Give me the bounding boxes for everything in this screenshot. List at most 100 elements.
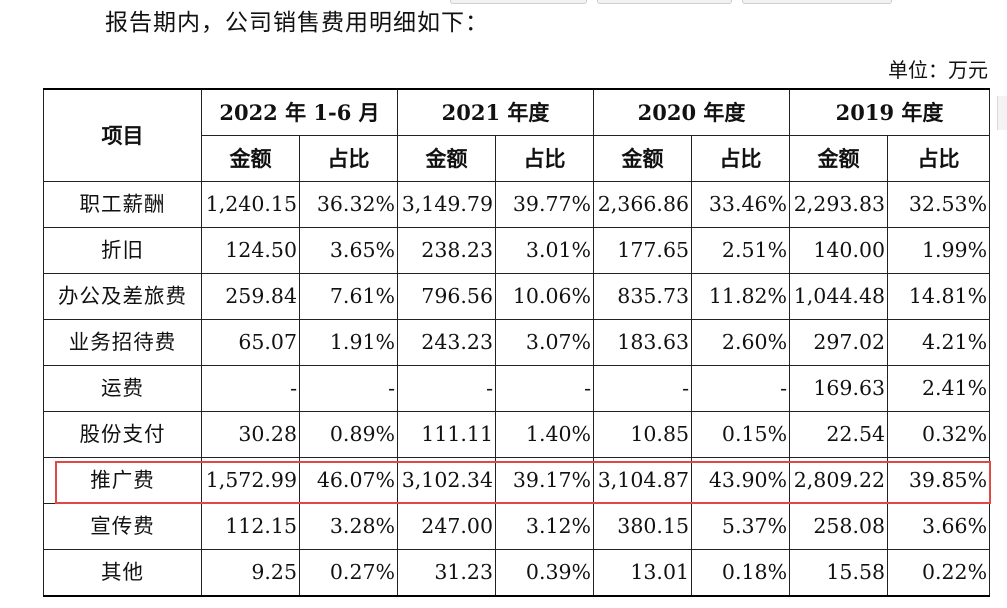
ratio-cell: 3.12% [495, 503, 595, 550]
ratio-cell: 39.85% [887, 457, 991, 504]
ratio-cell: 10.06% [495, 273, 595, 320]
amount-cell: 297.02 [789, 319, 889, 366]
row-label: 业务招待费 [43, 319, 202, 366]
header-row-periods: 项目 2022 年 1-6 月 2021 年度 2020 年度 2019 年度 [43, 88, 991, 182]
amount-cell: 13.01 [593, 549, 693, 597]
ratio-cell: 14.81% [887, 273, 991, 320]
row-label: 职工薪酬 [43, 181, 202, 228]
ratio-cell: 46.07% [298, 457, 399, 504]
amount-cell: 31.23 [397, 549, 497, 597]
amount-cell: 380.15 [593, 503, 693, 550]
ratio-cell: 4.21% [887, 319, 991, 366]
ratio-cell: 1.40% [495, 411, 595, 458]
amount-cell: 3,149.79 [397, 181, 497, 228]
header-amount: 金额 [789, 135, 889, 182]
amount-cell: 140.00 [789, 227, 889, 274]
header-item: 项目 [43, 88, 202, 182]
amount-cell: 30.28 [201, 411, 300, 458]
amount-cell: 2,366.86 [593, 181, 693, 228]
header-ratio: 占比 [298, 135, 399, 182]
amount-cell: 835.73 [593, 273, 693, 320]
amount-cell: 258.08 [789, 503, 889, 550]
ratio-cell: 0.39% [495, 549, 595, 597]
amount-cell: 177.65 [593, 227, 693, 274]
table-row: 职工薪酬 1,240.15 36.32% 3,149.79 39.77% 2,366.86… [43, 181, 991, 228]
amount-cell: 65.07 [201, 319, 300, 366]
table-row: 业务招待费 65.07 1.91% 243.23 3.07% 183.63 2.60% 297… [43, 319, 991, 366]
row-label: 运费 [43, 365, 202, 412]
amount-cell: 15.58 [789, 549, 889, 597]
table-row: 其他 9.25 0.27% 31.23 0.39% 13.01 0.18% 15.58 0.22… [43, 549, 991, 597]
header-amount: 金额 [593, 135, 693, 182]
amount-cell: 10.85 [593, 411, 693, 458]
amount-cell: 183.63 [593, 319, 693, 366]
amount-cell: 796.56 [397, 273, 497, 320]
amount-cell: 247.00 [397, 503, 497, 550]
ratio-cell: 2.41% [887, 365, 991, 412]
ratio-cell: 0.22% [887, 549, 991, 597]
amount-cell: 1,572.99 [201, 457, 300, 504]
amount-cell: 124.50 [201, 227, 300, 274]
row-label: 折旧 [43, 227, 202, 274]
table-row: 宣传费 112.15 3.28% 247.00 3.12% 380.15 5.37% 258.… [43, 503, 991, 550]
ratio-cell: 3.01% [495, 227, 595, 274]
ratio-cell: 39.77% [495, 181, 595, 228]
amount-cell: 112.15 [201, 503, 300, 550]
amount-cell: 22.54 [789, 411, 889, 458]
header-period: 2021 年度 [397, 88, 595, 136]
ratio-cell: 32.53% [887, 181, 991, 228]
amount-cell: - [201, 365, 300, 412]
table-row: 办公及差旅费 259.84 7.61% 796.56 10.06% 835.73 11.82… [43, 273, 991, 320]
amount-cell: 9.25 [201, 549, 300, 597]
ratio-cell: 3.66% [887, 503, 991, 550]
table-row: 折旧 124.50 3.65% 238.23 3.01% 177.65 2.51% 140.0… [43, 227, 991, 274]
amount-cell: - [593, 365, 693, 412]
ratio-cell: 36.32% [298, 181, 399, 228]
toolbar-button-right [742, 0, 892, 4]
ratio-cell: 3.28% [298, 503, 399, 550]
ratio-cell: 7.61% [298, 273, 399, 320]
header-amount: 金额 [201, 135, 300, 182]
ratio-cell: 11.82% [691, 273, 791, 320]
ratio-cell: 1.91% [298, 319, 399, 366]
ratio-cell: 43.90% [691, 457, 791, 504]
header-ratio: 占比 [887, 135, 991, 182]
amount-cell: 259.84 [201, 273, 300, 320]
side-panel-edge [997, 96, 1007, 130]
ratio-cell: 0.89% [298, 411, 399, 458]
ratio-cell: 39.17% [495, 457, 595, 504]
ratio-cell: 0.27% [298, 549, 399, 597]
unit-label: 单位：万元 [888, 58, 988, 82]
ratio-cell: 3.07% [495, 319, 595, 366]
amount-cell: 238.23 [397, 227, 497, 274]
amount-cell: 3,102.34 [397, 457, 497, 504]
table-row: 股份支付 30.28 0.89% 111.11 1.40% 10.85 0.15% 22.54… [43, 411, 991, 458]
ratio-cell: 3.65% [298, 227, 399, 274]
header-ratio: 占比 [495, 135, 595, 182]
row-label: 宣传费 [43, 503, 202, 550]
ratio-cell: 2.60% [691, 319, 791, 366]
sales-expense-table: 项目 2022 年 1-6 月 2021 年度 2020 年度 2019 年度 … [43, 88, 991, 597]
amount-cell: 3,104.87 [593, 457, 693, 504]
header-period: 2020 年度 [593, 88, 791, 136]
row-label: 其他 [43, 549, 202, 597]
amount-cell: 2,809.22 [789, 457, 889, 504]
ratio-cell: 1.99% [887, 227, 991, 274]
ratio-cell: 33.46% [691, 181, 791, 228]
amount-cell: - [397, 365, 497, 412]
row-label: 推广费 [43, 457, 202, 504]
ratio-cell: 2.51% [691, 227, 791, 274]
amount-cell: 1,044.48 [789, 273, 889, 320]
toolbar-button-middle [597, 0, 732, 4]
ratio-cell: - [495, 365, 595, 412]
amount-cell: 111.11 [397, 411, 497, 458]
ratio-cell: 0.32% [887, 411, 991, 458]
header-ratio: 占比 [691, 135, 791, 182]
amount-cell: 243.23 [397, 319, 497, 366]
ratio-cell: 5.37% [691, 503, 791, 550]
header-period: 2022 年 1-6 月 [200, 88, 399, 136]
row-label: 办公及差旅费 [43, 273, 202, 320]
ratio-cell: 0.15% [691, 411, 791, 458]
amount-cell: 169.63 [789, 365, 889, 412]
ratio-cell: - [298, 365, 399, 412]
